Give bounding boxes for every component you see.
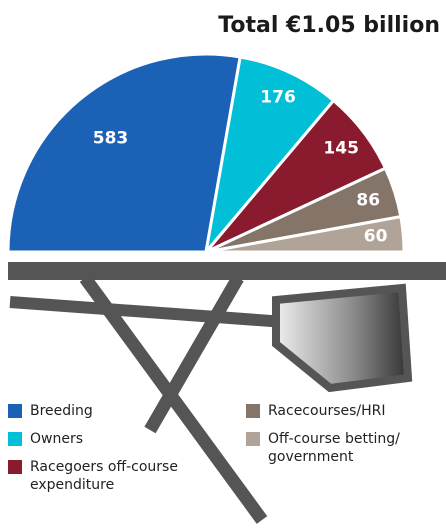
data-label: 176 <box>260 88 296 108</box>
legend-item: Owners <box>8 430 188 448</box>
handle-decoration <box>9 296 286 328</box>
legend-label: Racegoers off-course expenditure <box>30 459 178 493</box>
legend-item: Racecourses/HRI <box>246 402 436 420</box>
legend-swatch <box>8 404 22 418</box>
legend-swatch <box>246 404 260 418</box>
legend-label: Racecourses/HRI <box>268 403 386 419</box>
legend-item: Racegoers off-course expenditure <box>8 458 208 494</box>
data-label: 145 <box>323 138 359 158</box>
legend-label: Breeding <box>30 403 93 419</box>
legend-swatch <box>246 432 260 446</box>
legend-swatch <box>8 432 22 446</box>
legend-item: Off-course betting/ government <box>246 430 416 466</box>
legend-item: Breeding <box>8 402 188 420</box>
pie-slice <box>6 52 242 254</box>
data-label: 583 <box>93 128 129 148</box>
pie-slice <box>203 55 336 258</box>
head-decoration <box>272 283 413 393</box>
illustration <box>8 262 446 524</box>
pie <box>6 52 406 258</box>
leg-decoration <box>144 274 244 434</box>
bar-decoration <box>8 262 446 280</box>
pie-slice <box>205 214 406 254</box>
data-label: 60 <box>364 227 388 247</box>
legend-label: Off-course betting/ government <box>268 431 400 465</box>
chart-title: Total €1.05 billion <box>218 13 440 38</box>
legend-label: Owners <box>30 431 84 447</box>
data-label: 86 <box>356 190 380 210</box>
legend-swatch <box>8 460 22 474</box>
